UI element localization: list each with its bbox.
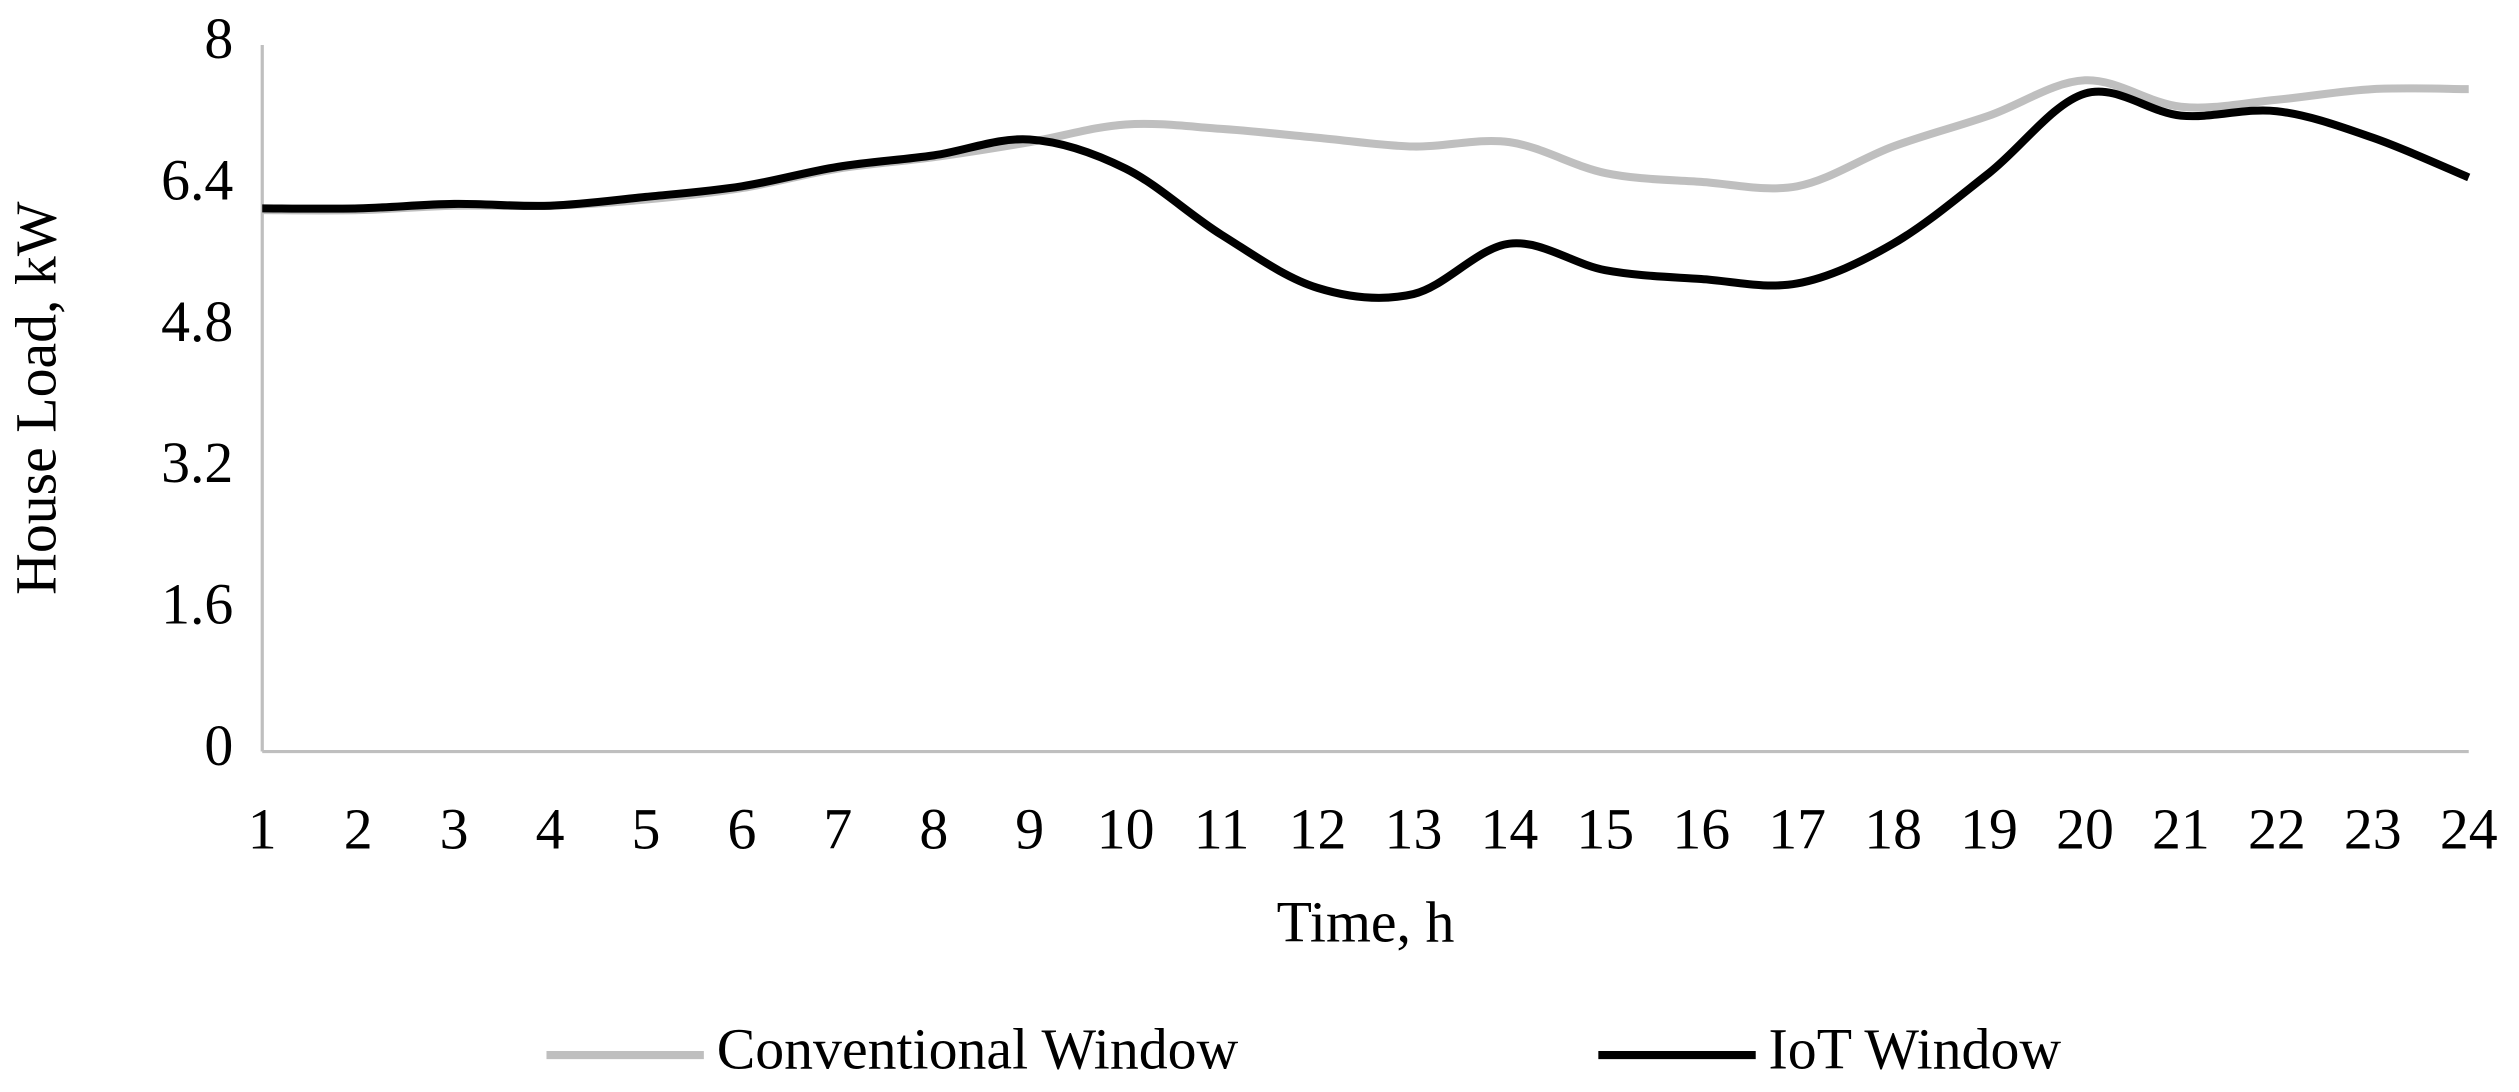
x-tick-label: 16 (1672, 796, 1730, 861)
y-axis-label: House Load, kW (4, 201, 69, 595)
x-tick-label: 22 (2248, 796, 2306, 861)
x-tick-label: 10 (1097, 796, 1155, 861)
x-tick-label: 13 (1385, 796, 1443, 861)
x-tick-label: 11 (1194, 796, 1250, 861)
x-tick-label: 5 (632, 796, 661, 861)
x-tick-label: 15 (1576, 796, 1634, 861)
y-tick-label: 3.2 (161, 430, 233, 495)
x-axis-label: Time, h (1277, 889, 1455, 954)
x-tick-label: 18 (1864, 796, 1922, 861)
x-tick-label: 23 (2344, 796, 2402, 861)
x-tick-label: 7 (823, 796, 852, 861)
line-series (262, 87, 2471, 302)
x-tick-label: 14 (1480, 796, 1538, 861)
x-tick-label: 20 (2056, 796, 2114, 861)
x-tick-label: 17 (1768, 796, 1826, 861)
x-tick-label: 21 (2152, 796, 2210, 861)
legend-label: Conventional Window (717, 1016, 1239, 1081)
x-tick-label: 9 (1015, 796, 1044, 861)
x-tick-label: 8 (919, 796, 948, 861)
y-tick-label: 1.6 (161, 572, 233, 637)
x-tick-label: 6 (727, 796, 756, 861)
x-tick-label: 19 (1960, 796, 2018, 861)
y-tick-label: 6.4 (161, 148, 233, 213)
y-tick-label: 4.8 (161, 289, 233, 354)
x-tick-label: 1 (248, 796, 277, 861)
x-tick-label: 3 (440, 796, 469, 861)
x-tick-label: 24 (2440, 796, 2498, 861)
y-tick-label: 8 (204, 6, 233, 71)
y-tick-label: 0 (204, 713, 233, 778)
x-tick-label: 12 (1289, 796, 1347, 861)
x-tick-label: 2 (344, 796, 373, 861)
x-tick-label: 4 (536, 796, 565, 861)
legend-label: IoT Window (1769, 1016, 2062, 1081)
